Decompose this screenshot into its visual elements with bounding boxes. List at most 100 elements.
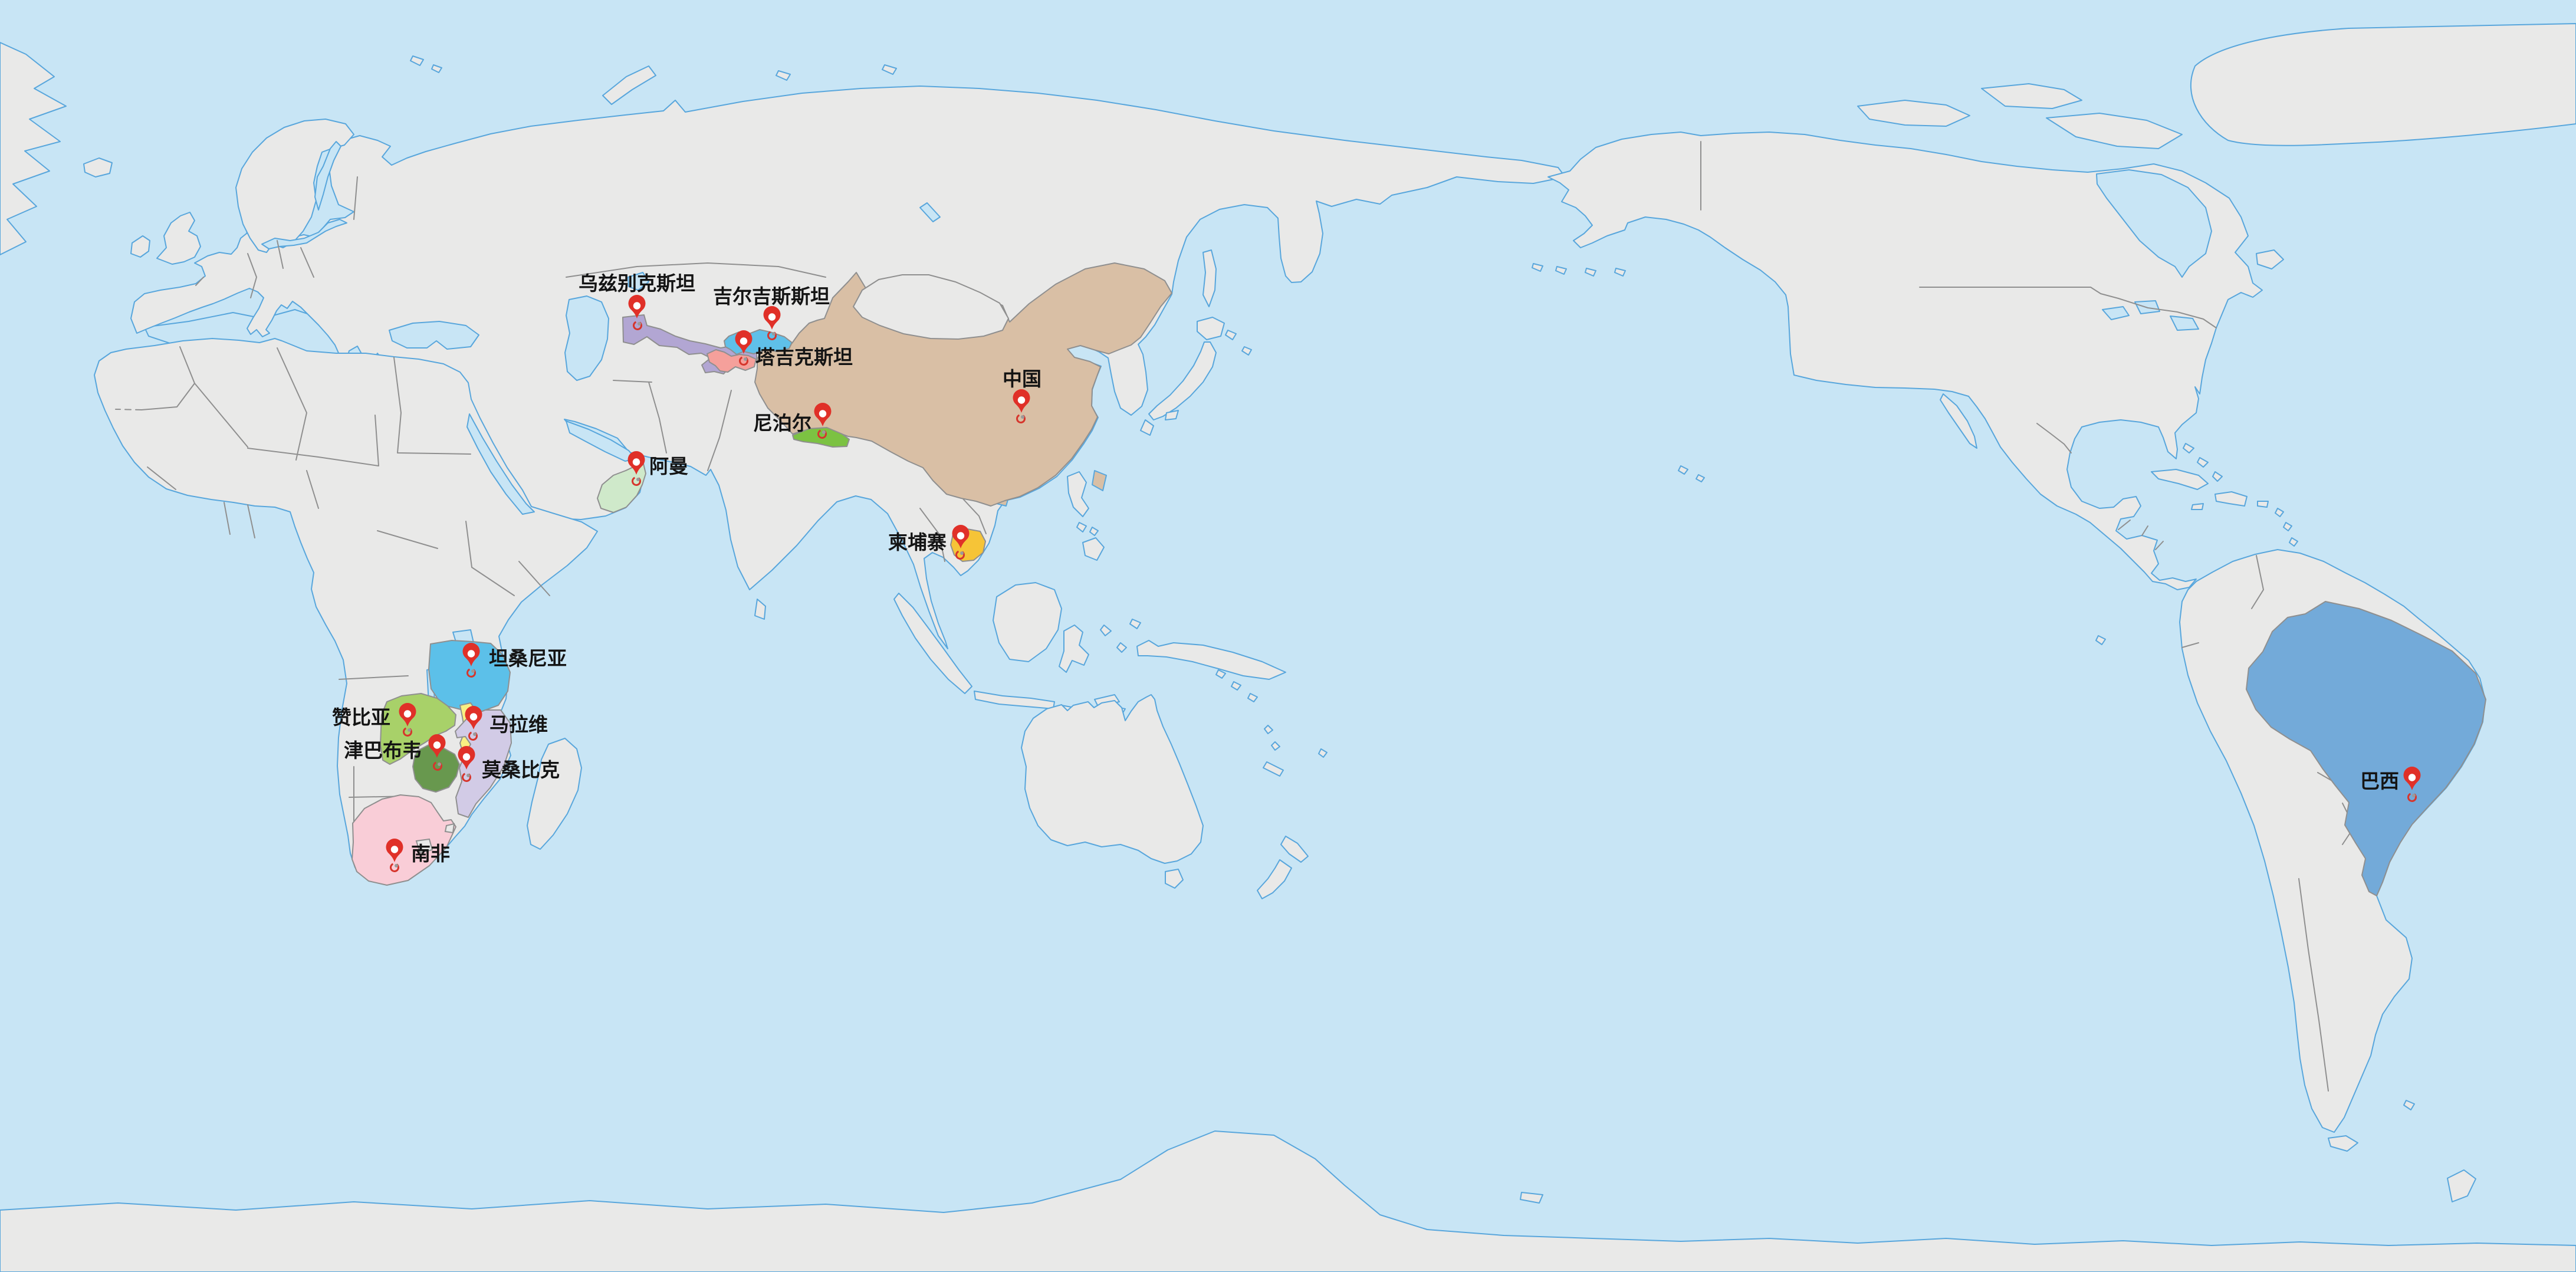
island-fiji [1318, 748, 1328, 758]
map-pin-cambodia[interactable] [952, 525, 970, 548]
map-pin-tanzania[interactable] [462, 643, 480, 666]
capital-ring-southafrica [390, 863, 399, 872]
island-jamaica [2191, 503, 2204, 510]
island-greenland [2190, 23, 2576, 146]
capital-ring-uzbekistan [633, 321, 642, 330]
island-galapagos [2095, 635, 2106, 645]
island-puerto-rico [2257, 501, 2269, 508]
country-shape-eswatini [444, 823, 455, 834]
map-pin-tajikistan[interactable] [735, 330, 753, 354]
island-hispaniola [2214, 491, 2248, 507]
landmass-north-america [1547, 132, 2263, 590]
island-sumatra [893, 593, 972, 694]
antarctic-peninsula [2447, 1169, 2476, 1202]
capital-ring-tajikistan [739, 356, 748, 366]
island-solomons [1215, 669, 1258, 702]
capital-ring-tanzania [466, 668, 476, 678]
island-baffin [2046, 113, 2183, 149]
island-sakhalin [1202, 249, 1217, 307]
borders-north-america [1700, 141, 2217, 550]
island-shikoku [1165, 410, 1179, 420]
island-new-caledonia [1263, 761, 1284, 777]
map-pin-malawi[interactable] [465, 706, 482, 729]
map-pin-mozambique[interactable] [458, 746, 475, 770]
capital-ring-nepal [817, 429, 827, 439]
capital-ring-zimbabwe [433, 761, 442, 771]
map-pin-kyrgyzstan[interactable] [763, 306, 781, 330]
island-philippines-visayas [1076, 522, 1099, 536]
country-label-zimbabwe: 津巴布韦 [344, 739, 422, 761]
country-label-cambodia: 柬埔寨 [888, 531, 947, 553]
island-taiwan [1092, 470, 1107, 491]
country-label-uzbekistan: 乌兹别克斯坦 [579, 272, 695, 294]
map-pin-southafrica[interactable] [386, 839, 403, 862]
island-tasmania [1165, 869, 1184, 889]
capital-ring-mozambique [462, 773, 471, 782]
capital-ring-cambodia [955, 550, 965, 560]
red-sea [466, 413, 535, 515]
hudson-bay [2096, 169, 2212, 278]
borders-africa-dashed [115, 409, 142, 410]
map-pin-zimbabwe[interactable] [428, 734, 446, 758]
country-label-zambia: 赞比亚 [332, 706, 390, 728]
island-philippines-luzon [1067, 471, 1089, 517]
island-severnaya [776, 64, 897, 81]
country-label-brazil: 巴西 [2360, 770, 2399, 792]
island-kyushu [1140, 419, 1154, 436]
lake-baikal [919, 202, 941, 222]
island-kurils [1225, 330, 1252, 356]
country-shape-brazil[interactable] [2246, 601, 2486, 896]
country-label-mozambique: 莫桑比克 [482, 759, 560, 781]
country-label-southafrica: 南非 [411, 843, 450, 865]
island-arctic-victoria [1981, 83, 2082, 109]
map-pin-nepal[interactable] [814, 403, 832, 426]
country-shape-china[interactable] [754, 262, 1172, 507]
capital-ring-zambia [403, 727, 412, 737]
map-pin-china[interactable] [1013, 389, 1030, 413]
island-aleutians [1532, 263, 1626, 277]
map-pin-uzbekistan[interactable] [628, 295, 646, 318]
island-great-britain [156, 212, 201, 265]
country-shape-southafrica[interactable] [351, 794, 456, 886]
map-pin-zambia[interactable] [399, 703, 416, 727]
great-lakes [2102, 300, 2199, 331]
black-sea [389, 321, 479, 350]
landmass-australia [1021, 694, 1204, 864]
borders-asia [566, 262, 987, 562]
capital-ring-kyrgyzstan [767, 331, 777, 341]
map-pin-oman[interactable] [627, 451, 645, 475]
map-pin-brazil[interactable] [2403, 767, 2421, 790]
island-antarctic-1 [1520, 1192, 1543, 1204]
gulf-of-bothnia [314, 141, 341, 211]
island-newfoundland [2256, 249, 2284, 269]
island-vanuatu [1264, 725, 1280, 751]
country-shape-tajikistan[interactable] [707, 349, 757, 373]
country-label-tanzania: 坦桑尼亚 [489, 647, 567, 669]
country-label-kyrgyzstan: 吉尔吉斯斯坦 [713, 285, 830, 307]
island-hawaii [1678, 465, 1705, 482]
country-shape-mongolia [852, 274, 1010, 340]
country-label-tajikistan: 塔吉克斯坦 [755, 346, 853, 368]
island-iceland [83, 157, 113, 178]
island-ireland [130, 235, 150, 258]
country-shape-oman[interactable] [597, 461, 646, 513]
island-nz-north [1280, 836, 1309, 863]
island-honshu [1148, 341, 1217, 420]
island-novaya-zemlya [602, 65, 656, 105]
country-label-oman: 阿曼 [649, 455, 688, 477]
island-moluccas [1100, 619, 1141, 653]
island-sri-lanka [754, 599, 766, 620]
island-philippines-mindanao [1082, 537, 1105, 561]
island-sulawesi [1059, 625, 1089, 673]
island-hokkaido [1197, 317, 1225, 340]
island-cuba [2151, 469, 2209, 490]
baltic-sea [261, 219, 347, 249]
country-label-nepal: 尼泊尔 [753, 412, 811, 434]
island-madagascar [527, 738, 582, 850]
country-label-china: 中国 [1003, 368, 1041, 390]
capital-ring-malawi [468, 731, 478, 741]
island-new-guinea [1136, 640, 1286, 680]
country-shape-lesotho [415, 838, 433, 854]
